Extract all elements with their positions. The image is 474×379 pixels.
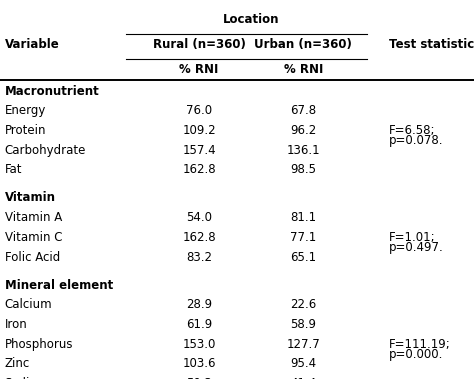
Text: 162.8: 162.8	[182, 163, 216, 176]
Text: % RNI: % RNI	[179, 63, 219, 75]
Text: Carbohydrate: Carbohydrate	[5, 144, 86, 157]
Text: 136.1: 136.1	[287, 144, 320, 157]
Text: 98.5: 98.5	[291, 163, 316, 176]
Text: 61.9: 61.9	[186, 318, 212, 331]
Text: F=111.19;: F=111.19;	[389, 338, 450, 351]
Text: 81.1: 81.1	[290, 211, 317, 224]
Text: Protein: Protein	[5, 124, 46, 137]
Text: Vitamin: Vitamin	[5, 191, 56, 204]
Text: Energy: Energy	[5, 104, 46, 117]
Text: Mineral element: Mineral element	[5, 279, 113, 291]
Text: Macronutrient: Macronutrient	[5, 85, 100, 97]
Text: 157.4: 157.4	[182, 144, 216, 157]
Text: Fat: Fat	[5, 163, 22, 176]
Text: 41.4: 41.4	[290, 377, 317, 379]
Text: Location: Location	[223, 13, 280, 26]
Text: Calcium: Calcium	[5, 298, 52, 311]
Text: 127.7: 127.7	[286, 338, 320, 351]
Text: p=0.000.: p=0.000.	[389, 348, 443, 361]
Text: Folic Acid: Folic Acid	[5, 251, 60, 263]
Text: Iron: Iron	[5, 318, 27, 331]
Text: Variable: Variable	[5, 38, 60, 51]
Text: 83.2: 83.2	[186, 251, 212, 263]
Text: 77.1: 77.1	[290, 231, 317, 244]
Text: 162.8: 162.8	[182, 231, 216, 244]
Text: p=0.078.: p=0.078.	[389, 134, 443, 147]
Text: 58.9: 58.9	[291, 318, 316, 331]
Text: 153.0: 153.0	[182, 338, 216, 351]
Text: Vitamin A: Vitamin A	[5, 211, 62, 224]
Text: F=6.58;: F=6.58;	[389, 124, 435, 137]
Text: F=1.01;: F=1.01;	[389, 231, 435, 244]
Text: 76.0: 76.0	[186, 104, 212, 117]
Text: 50.3: 50.3	[186, 377, 212, 379]
Text: Zinc: Zinc	[5, 357, 30, 370]
Text: 65.1: 65.1	[290, 251, 317, 263]
Text: 28.9: 28.9	[186, 298, 212, 311]
Text: 22.6: 22.6	[290, 298, 317, 311]
Text: 109.2: 109.2	[182, 124, 216, 137]
Text: Vitamin C: Vitamin C	[5, 231, 62, 244]
Text: 96.2: 96.2	[290, 124, 317, 137]
Text: Sodium: Sodium	[5, 377, 49, 379]
Text: p=0.497.: p=0.497.	[389, 241, 444, 254]
Text: 54.0: 54.0	[186, 211, 212, 224]
Text: Test statistic: Test statistic	[389, 38, 474, 51]
Text: 67.8: 67.8	[290, 104, 317, 117]
Text: Rural (n=360): Rural (n=360)	[153, 38, 246, 51]
Text: 95.4: 95.4	[290, 357, 317, 370]
Text: Phosphorus: Phosphorus	[5, 338, 73, 351]
Text: Urban (n=360): Urban (n=360)	[255, 38, 352, 51]
Text: % RNI: % RNI	[283, 63, 323, 75]
Text: 103.6: 103.6	[182, 357, 216, 370]
